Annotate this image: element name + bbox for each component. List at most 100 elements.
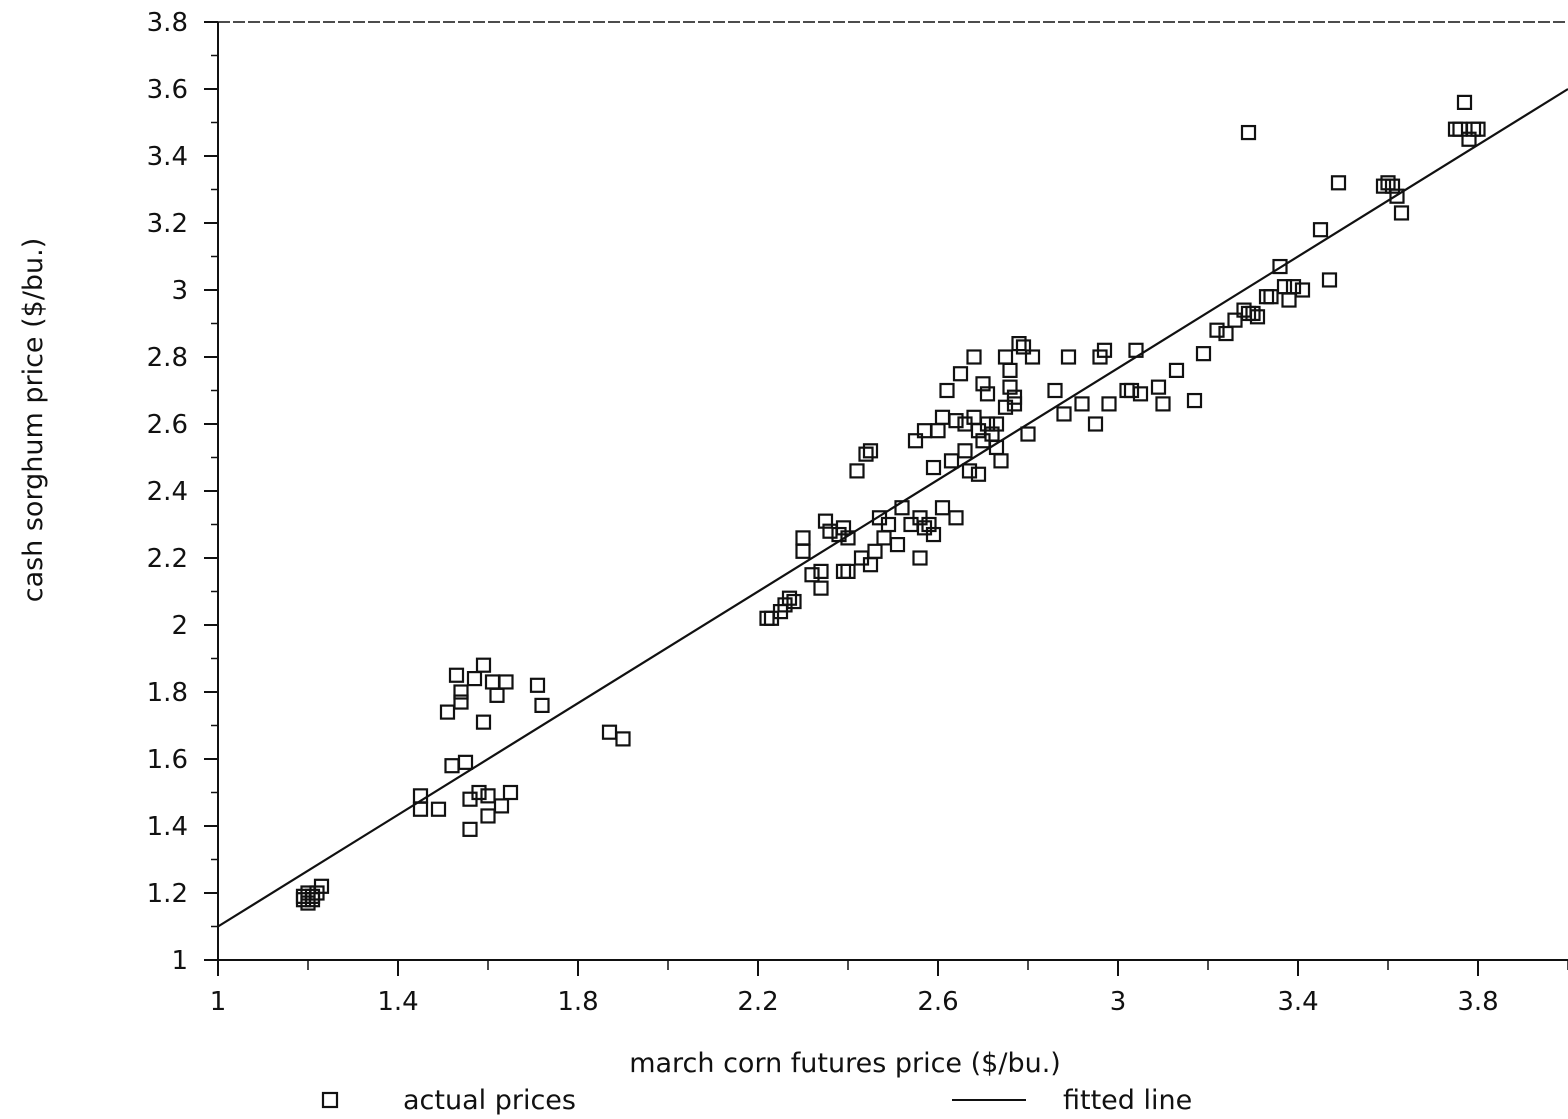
data-point <box>1389 188 1405 204</box>
data-point <box>889 536 906 553</box>
data-point <box>1461 131 1477 147</box>
y-tick-label: 3 <box>171 276 188 306</box>
data-point <box>934 409 951 425</box>
data-point <box>412 801 429 817</box>
data-point <box>858 446 874 462</box>
data-point <box>979 416 996 432</box>
data-point <box>952 366 969 382</box>
data-point <box>529 677 546 693</box>
legend-square-marker <box>321 1091 339 1109</box>
data-point <box>948 510 964 526</box>
data-point <box>1060 349 1077 365</box>
data-point <box>1074 396 1090 412</box>
fitted-line <box>217 88 1568 928</box>
data-point <box>313 878 330 894</box>
data-point <box>997 349 1014 365</box>
data-point <box>1011 336 1027 352</box>
data-point <box>498 674 514 690</box>
y-tick-label: 1.8 <box>147 678 188 708</box>
data-point <box>876 530 892 546</box>
data-point <box>921 516 937 533</box>
data-point <box>988 416 1005 432</box>
data-point <box>1123 382 1140 399</box>
data-point <box>948 413 964 429</box>
x-tick-label: 1 <box>210 987 227 1017</box>
data-point <box>304 892 321 908</box>
data-point <box>480 808 496 824</box>
data-point <box>1006 389 1023 405</box>
data-point <box>849 463 865 479</box>
data-point <box>1380 175 1396 191</box>
data-point <box>1047 382 1063 399</box>
data-point <box>471 784 487 801</box>
y-tick-label: 3.2 <box>147 209 188 239</box>
data-point <box>1002 362 1018 378</box>
data-point <box>493 798 510 814</box>
data-point <box>1249 309 1266 325</box>
data-points <box>295 94 1486 911</box>
data-point <box>1393 205 1410 221</box>
y-tick-label: 3.4 <box>147 142 188 172</box>
data-point <box>1470 121 1486 137</box>
y-tick-label: 2.2 <box>147 544 188 574</box>
data-point <box>970 466 987 482</box>
data-point <box>1195 346 1212 362</box>
data-point <box>1240 124 1257 141</box>
data-point <box>840 530 856 546</box>
legend: actual prices fitted line <box>321 1085 1192 1116</box>
x-tick-label: 2.2 <box>737 987 778 1017</box>
legend-label-actual-prices: actual prices <box>403 1085 576 1116</box>
data-point <box>1002 379 1018 395</box>
data-point <box>295 888 312 904</box>
data-point <box>1155 396 1171 412</box>
data-point <box>907 433 924 449</box>
data-point <box>795 530 811 546</box>
y-tick-label: 3.6 <box>147 75 188 105</box>
data-point <box>786 593 802 610</box>
data-point <box>489 687 505 703</box>
data-point <box>1456 94 1473 111</box>
data-point <box>1240 305 1257 322</box>
data-point <box>457 754 474 770</box>
x-axis-title: march corn futures price ($/bu.) <box>629 1048 1061 1079</box>
x-tick-label: 3.8 <box>1457 987 1498 1017</box>
data-point <box>835 563 852 580</box>
data-point <box>1272 258 1288 275</box>
data-point <box>1132 386 1149 402</box>
data-point <box>759 610 775 626</box>
data-point <box>453 694 469 710</box>
data-point <box>1321 272 1338 288</box>
data-point <box>1447 121 1464 137</box>
data-point <box>1263 289 1279 305</box>
data-point <box>1258 289 1275 305</box>
y-axis: 1 1.2 1.4 1.6 1.8 2 2.2 2.4 2.6 2.8 3 3.2 3.4 3.6 3.8 <box>147 8 218 976</box>
data-point <box>943 453 960 469</box>
plot-frame <box>217 21 1568 961</box>
data-point <box>930 423 946 439</box>
data-point <box>484 674 501 690</box>
data-point <box>813 563 829 580</box>
data-point <box>430 801 447 817</box>
x-tick-label: 2.6 <box>917 987 958 1017</box>
x-tick-label: 1.4 <box>377 987 418 1017</box>
data-point <box>1056 406 1072 422</box>
data-point <box>475 714 492 730</box>
legend-label-fitted-line: fitted line <box>1063 1085 1192 1116</box>
data-point <box>813 580 829 596</box>
y-axis-title: cash sorghum price ($/bu.) <box>18 238 49 603</box>
data-point <box>448 667 465 683</box>
data-point <box>475 657 492 673</box>
data-point <box>925 459 942 476</box>
data-point <box>1330 175 1347 191</box>
data-point <box>961 463 978 479</box>
data-point <box>1087 416 1104 432</box>
data-point <box>453 684 469 700</box>
data-point <box>1245 305 1261 322</box>
data-point <box>975 376 991 392</box>
data-point <box>1276 279 1293 295</box>
data-point <box>1015 339 1032 355</box>
data-point <box>1020 426 1036 442</box>
data-point <box>835 520 852 536</box>
data-point <box>997 399 1014 415</box>
data-point <box>1294 282 1311 298</box>
